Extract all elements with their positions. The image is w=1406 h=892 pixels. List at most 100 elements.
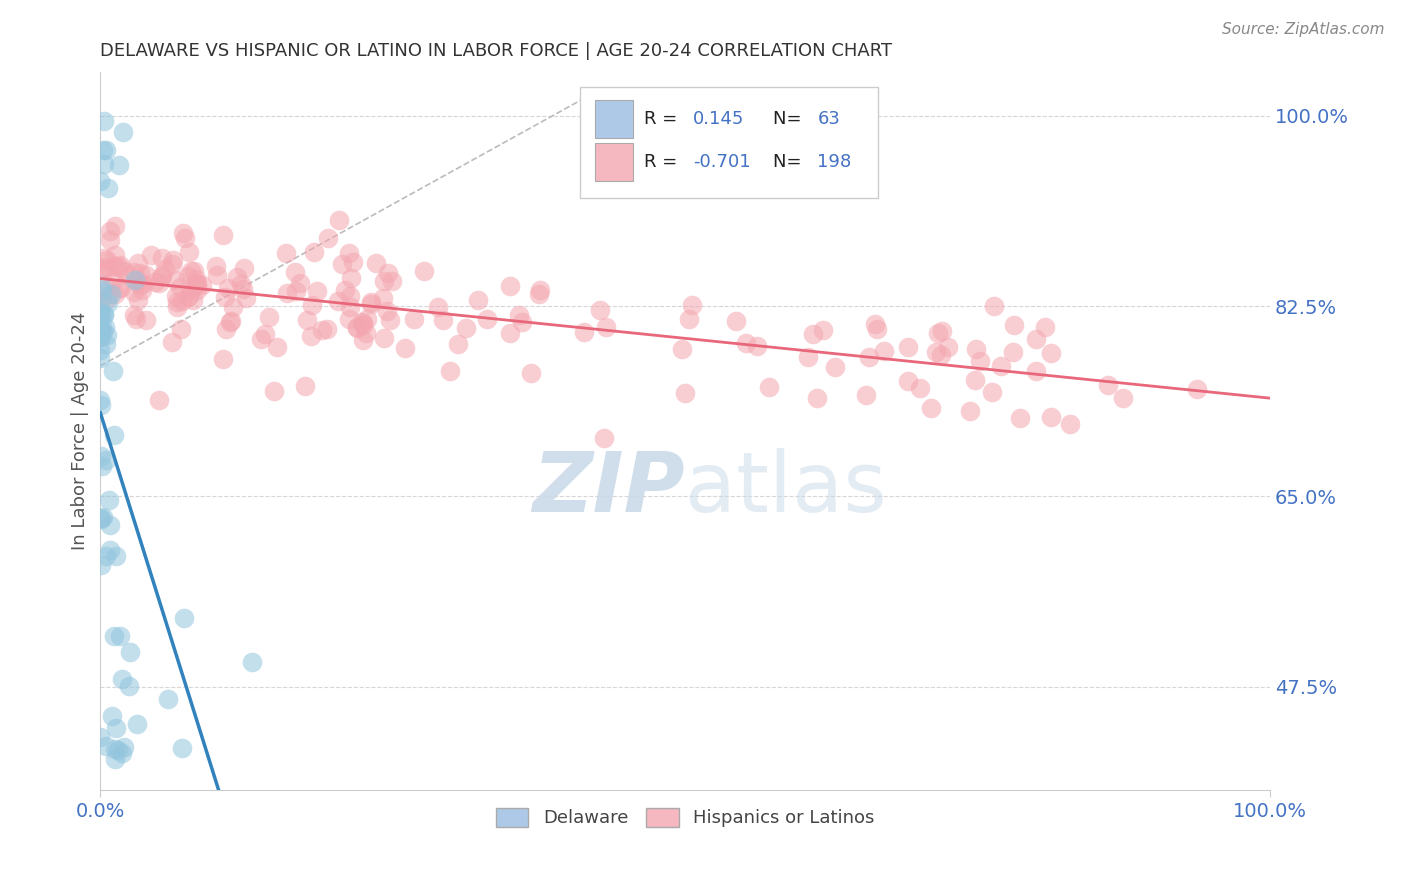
Point [125, 311, 148, 326]
Point [297, 313, 319, 327]
Point [107, 743, 129, 757]
Point [97, 260, 120, 275]
Text: R =: R = [644, 153, 683, 171]
Point [360, 294, 382, 309]
Point [592, 431, 614, 445]
Point [97, 492, 120, 507]
Point [211, 228, 233, 243]
Point [104, 549, 127, 563]
Point [337, 245, 360, 260]
Point [90, 292, 112, 306]
Point [118, 645, 141, 659]
Point [91, 458, 114, 473]
Point [104, 287, 127, 301]
Point [131, 283, 153, 297]
Point [172, 226, 194, 240]
Point [274, 246, 297, 260]
Point [931, 324, 953, 338]
Point [104, 259, 127, 273]
Point [112, 264, 135, 278]
Point [153, 261, 176, 276]
Point [671, 342, 693, 356]
Point [96, 292, 118, 306]
Point [897, 375, 920, 389]
Text: -0.701: -0.701 [693, 153, 751, 171]
Point [89, 174, 111, 188]
Point [1187, 382, 1209, 396]
Point [231, 277, 253, 291]
Point [122, 285, 145, 299]
Point [94, 261, 117, 276]
Point [112, 739, 135, 754]
Point [326, 293, 349, 308]
Point [263, 384, 285, 399]
Point [285, 285, 308, 299]
Point [439, 364, 461, 378]
Point [172, 293, 194, 308]
Text: 63: 63 [817, 110, 841, 128]
Point [963, 373, 986, 387]
Point [117, 268, 139, 282]
Point [356, 312, 378, 326]
Point [801, 327, 824, 342]
Point [111, 746, 134, 760]
Y-axis label: In Labor Force | Age 20-24: In Labor Force | Age 20-24 [72, 312, 89, 550]
Point [165, 288, 187, 302]
Point [103, 427, 125, 442]
Point [110, 281, 132, 295]
Text: atlas: atlas [685, 448, 887, 529]
Point [107, 158, 129, 172]
Point [219, 314, 242, 328]
Point [377, 266, 399, 280]
Point [284, 264, 307, 278]
Point [162, 335, 184, 350]
Point [337, 312, 360, 326]
Point [927, 326, 949, 340]
Point [186, 283, 208, 297]
Point [91, 510, 114, 524]
Point [983, 299, 1005, 313]
Point [1097, 378, 1119, 392]
Point [89, 449, 111, 463]
Point [467, 293, 489, 308]
Point [184, 276, 207, 290]
Point [96, 144, 118, 158]
Point [1112, 391, 1135, 405]
Point [908, 382, 931, 396]
Point [97, 181, 120, 195]
Point [177, 289, 200, 303]
Point [94, 453, 117, 467]
Point [90, 329, 112, 343]
Point [1040, 345, 1063, 359]
Point [204, 259, 226, 273]
Point [360, 297, 382, 311]
Point [103, 364, 125, 378]
Point [936, 340, 959, 354]
Point [215, 322, 238, 336]
Point [969, 354, 991, 368]
Point [475, 311, 498, 326]
Point [242, 655, 264, 669]
Point [177, 268, 200, 283]
Point [806, 391, 828, 405]
Point [920, 401, 942, 415]
Point [339, 300, 361, 314]
Point [101, 273, 124, 287]
Point [335, 283, 357, 297]
Point [235, 292, 257, 306]
Point [328, 213, 350, 227]
Point [990, 359, 1012, 373]
Point [90, 309, 112, 323]
Point [93, 261, 115, 276]
Point [364, 256, 387, 270]
Point [96, 252, 118, 267]
Point [90, 511, 112, 525]
Point [91, 321, 114, 335]
Point [152, 251, 174, 265]
Point [929, 349, 952, 363]
Point [595, 320, 617, 334]
Point [980, 384, 1002, 399]
Point [156, 692, 179, 706]
Legend: Delaware, Hispanics or Latinos: Delaware, Hispanics or Latinos [489, 801, 882, 835]
Point [89, 303, 111, 318]
